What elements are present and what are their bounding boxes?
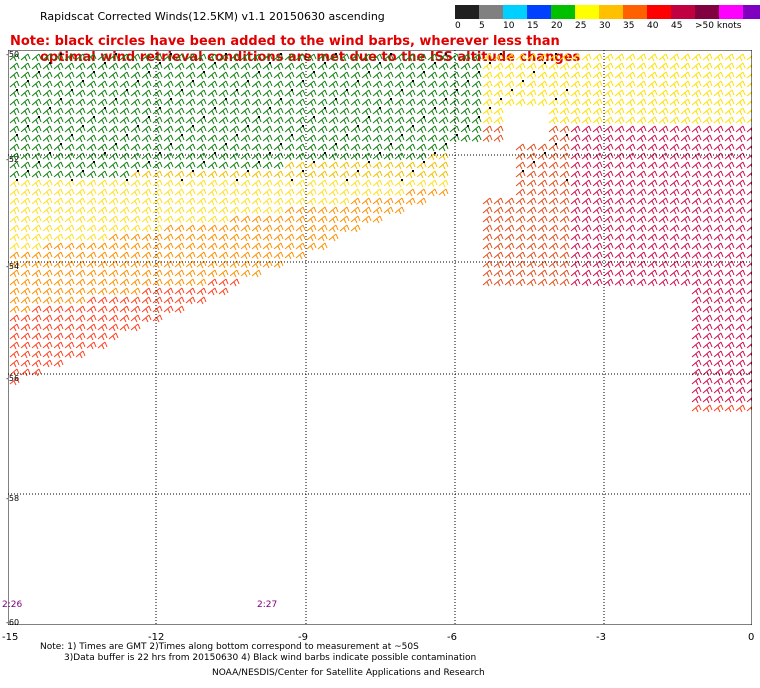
bottom-note-line-1: Note: 1) Times are GMT 2)Times along bot… — [40, 642, 476, 653]
legend-swatch — [743, 5, 760, 19]
legend-label: >50 knots — [695, 21, 742, 31]
legend-labels: 0 5 10 15 20 25 30 35 40 45 >50 knots — [455, 19, 760, 33]
map-title: Rapidscat Corrected Winds(12.5KM) v1.1 2… — [40, 10, 385, 23]
legend-label: 10 — [503, 21, 514, 31]
legend-label: 40 — [647, 21, 658, 31]
legend-label: 15 — [527, 21, 538, 31]
time-label-1: 2:26 — [2, 600, 22, 610]
lat-label-58: -58 — [6, 494, 19, 503]
legend-label: 5 — [479, 21, 485, 31]
legend-swatch — [503, 5, 527, 19]
note-line-1: Note: black circles have been added to t… — [10, 34, 710, 50]
legend-swatch — [695, 5, 719, 19]
legend-swatch — [599, 5, 623, 19]
legend-swatch — [575, 5, 599, 19]
legend-label: 0 — [455, 21, 461, 31]
legend-swatch — [671, 5, 695, 19]
legend-color-bar — [455, 5, 760, 19]
legend-swatch — [623, 5, 647, 19]
bottom-note-line-2: 3)Data buffer is 22 hrs from 20150630 4)… — [40, 653, 476, 664]
legend-swatch — [719, 5, 743, 19]
legend-label: 45 — [671, 21, 682, 31]
lat-label-60: -60 — [6, 618, 19, 627]
credit-line: NOAA/NESDIS/Center for Satellite Applica… — [212, 668, 485, 678]
legend-swatch — [551, 5, 575, 19]
wind-speed-legend: 0 5 10 15 20 25 30 35 40 45 >50 knots — [455, 5, 760, 33]
time-label-2: 2:27 — [257, 600, 277, 610]
lon-label-15: -15 — [2, 632, 18, 643]
legend-swatch — [455, 5, 479, 19]
legend-label: 25 — [575, 21, 586, 31]
lat-label-52: -52 — [6, 155, 19, 164]
lat-label-56: -56 — [6, 374, 19, 383]
legend-label: 30 — [599, 21, 610, 31]
legend-swatch — [527, 5, 551, 19]
legend-swatch — [479, 5, 503, 19]
wind-barb-map — [8, 50, 752, 625]
lon-label-0: 0 — [748, 632, 754, 643]
legend-label: 20 — [551, 21, 562, 31]
legend-label: 35 — [623, 21, 634, 31]
legend-swatch — [647, 5, 671, 19]
lat-label-50: -50 — [6, 50, 19, 59]
bottom-note: Note: 1) Times are GMT 2)Times along bot… — [40, 642, 476, 664]
lon-label-3: -3 — [596, 632, 606, 643]
lat-label-54: -54 — [6, 262, 19, 271]
